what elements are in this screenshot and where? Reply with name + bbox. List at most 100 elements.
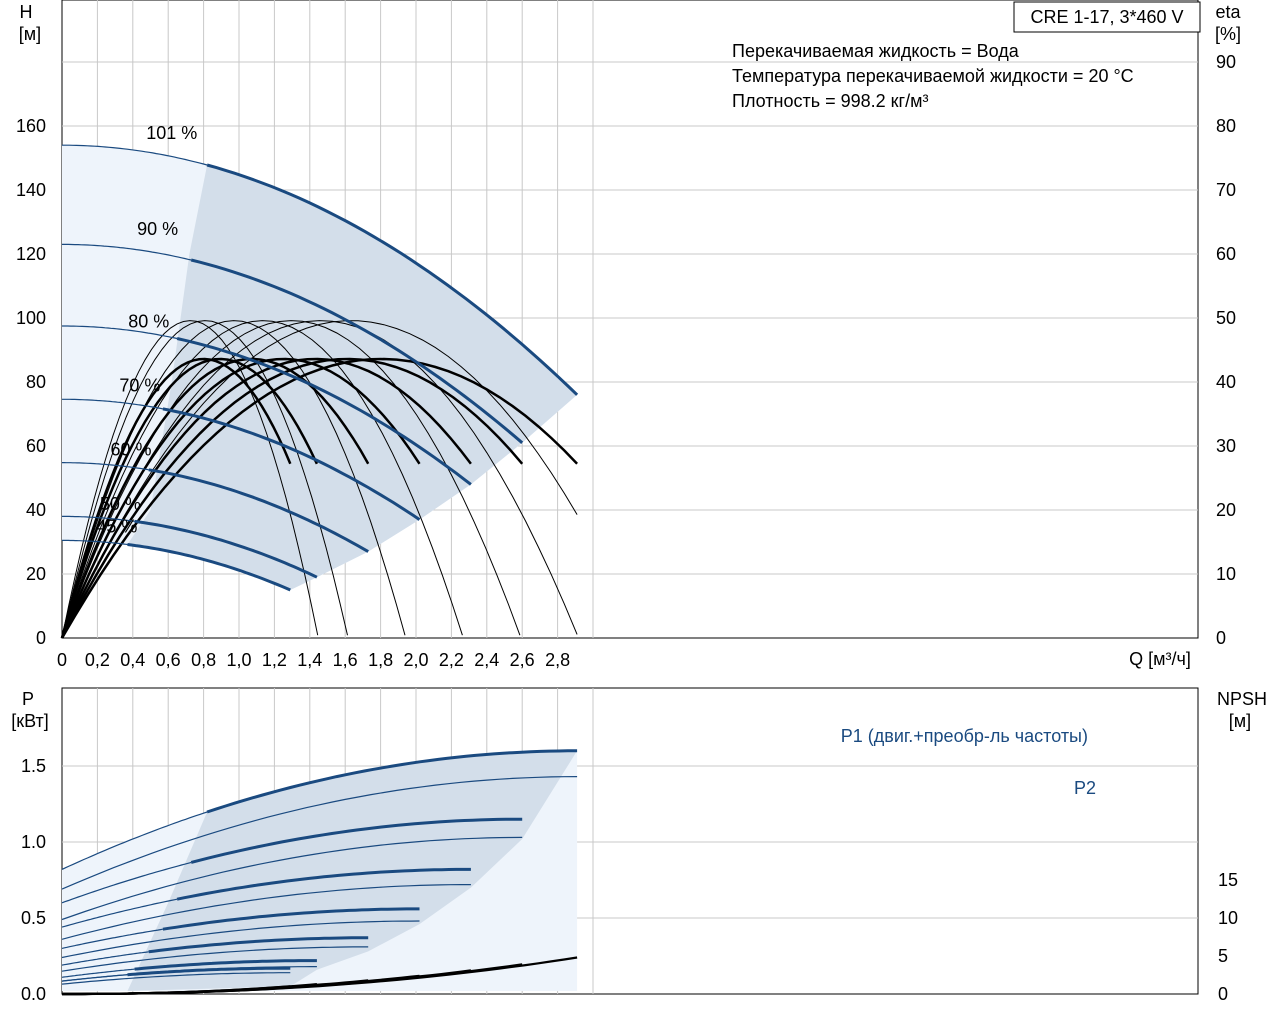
y2-axis-title-line2: [%] xyxy=(1215,24,1241,44)
efficiency-curve-system xyxy=(60,357,472,639)
speed-labels: 101 % 90 % 80 % 70 % 60 % 50 %45 % xyxy=(96,123,197,537)
p1-curve xyxy=(190,817,523,864)
efficiency-curve-pump xyxy=(61,320,578,639)
power-tick-label: 0.0 xyxy=(21,984,46,1004)
p2-curve xyxy=(61,776,578,890)
head-curve xyxy=(127,543,291,592)
info-liquid: Перекачиваемая жидкость = Вода xyxy=(732,41,1020,61)
p2-curve xyxy=(61,920,420,959)
head-curve xyxy=(162,407,421,521)
y2-tick-label: 50 xyxy=(1216,308,1236,328)
p1-curve-low-flow xyxy=(61,811,208,870)
npsh-axis-title-line1: NPSH xyxy=(1217,689,1267,709)
efficiency-curve-system xyxy=(60,357,370,639)
speed-label: 80 % xyxy=(128,312,169,332)
head-curve xyxy=(190,258,524,444)
efficiency-curve-system xyxy=(60,357,579,639)
y2-tick-label: 10 xyxy=(1216,564,1236,584)
p1-curve xyxy=(176,867,471,901)
p1-curve-low-flow xyxy=(61,928,163,949)
x-tick-label: 1,8 xyxy=(368,650,393,670)
x-tick-label: 1,0 xyxy=(226,650,251,670)
x-tick-label: 2,0 xyxy=(403,650,428,670)
x-tick-label: 0,6 xyxy=(156,650,181,670)
p2-curve xyxy=(61,836,523,921)
speed-label: 50 % xyxy=(100,494,141,514)
speed-label: 45 % xyxy=(96,516,137,536)
p1-curve xyxy=(134,959,317,971)
efficiency-curve-pump xyxy=(61,320,348,639)
head-curve xyxy=(134,519,318,579)
p1-curve xyxy=(148,936,369,954)
efficiency-curves xyxy=(60,320,579,639)
y-axis-title-line2: [м] xyxy=(19,24,41,44)
chart-title: CRE 1-17, 3*460 V xyxy=(1030,7,1183,27)
y-tick-label: 0 xyxy=(36,628,46,648)
y-tick-label: 40 xyxy=(26,500,46,520)
info-density: Плотность = 998.2 кг/м³ xyxy=(732,91,928,111)
head-curve xyxy=(176,337,472,486)
y2-tick-label: 70 xyxy=(1216,180,1236,200)
x-tick-label: 0,2 xyxy=(85,650,110,670)
x-tick-label: 2,2 xyxy=(439,650,464,670)
y-tick-label: 60 xyxy=(26,436,46,456)
npsh-curves xyxy=(62,956,578,996)
y-tick-label: 160 xyxy=(16,116,46,136)
npsh-tick-label: 15 xyxy=(1218,870,1238,890)
x-tick-label: 2,6 xyxy=(510,650,535,670)
x-tick-label: 0,8 xyxy=(191,650,216,670)
x-tick-label: 0 xyxy=(57,650,67,670)
y2-tick-label: 80 xyxy=(1216,116,1236,136)
title-box xyxy=(1013,1,1201,33)
y2-axis-title-line1: eta xyxy=(1215,2,1241,22)
power-axis-title-line1: P xyxy=(22,689,34,709)
y-tick-label: 100 xyxy=(16,308,46,328)
npsh-tick-label: 0 xyxy=(1218,984,1228,1004)
bottom-plot-frame xyxy=(61,687,1199,995)
y-tick-label: 20 xyxy=(26,564,46,584)
head-curve xyxy=(148,468,369,553)
power-operating-area xyxy=(127,750,578,991)
power-curves xyxy=(61,749,578,985)
head-curve xyxy=(206,163,579,396)
head-curve-low-flow xyxy=(62,243,192,261)
npsh-axis-title-line2: [м] xyxy=(1229,711,1251,731)
x-tick-label: 1,6 xyxy=(333,650,358,670)
x-tick-label: 0,4 xyxy=(120,650,145,670)
efficiency-curve-pump xyxy=(61,320,463,639)
head-curves xyxy=(62,144,579,592)
head-curve-low-flow xyxy=(62,462,149,471)
npsh-tick-label: 5 xyxy=(1218,946,1228,966)
head-curve-low-flow xyxy=(62,539,128,546)
y-axis-title-line1: H xyxy=(20,2,33,22)
x-tick-label: 2,4 xyxy=(474,650,499,670)
efficiency-curve-system xyxy=(60,357,319,639)
p1-curve-low-flow xyxy=(61,974,128,982)
info-temperature: Температура перекачиваемой жидкости = 20… xyxy=(732,66,1134,86)
head-curve-low-flow xyxy=(62,325,178,340)
y-tick-label: 80 xyxy=(26,372,46,392)
npsh-tick-label: 10 xyxy=(1218,908,1238,928)
p1-curve xyxy=(162,907,420,931)
power-tick-label: 0.5 xyxy=(21,908,46,928)
p1-label: P1 (двиг.+преобр-ль частоты) xyxy=(841,726,1088,746)
efficiency-curve-pump xyxy=(61,320,319,639)
p1-curve-low-flow xyxy=(61,898,178,928)
power-tick-label: 1.5 xyxy=(21,756,46,776)
p2-label: P2 xyxy=(1074,778,1096,798)
p1-curve xyxy=(206,749,578,814)
npsh-curve xyxy=(62,985,291,996)
y2-tick-label: 20 xyxy=(1216,500,1236,520)
y2-tick-label: 30 xyxy=(1216,436,1236,456)
top-operating-range xyxy=(62,145,578,638)
y2-tick-label: 0 xyxy=(1216,628,1226,648)
p2-curve xyxy=(61,946,369,972)
y2-tick-label: 40 xyxy=(1216,372,1236,392)
head-curve-low-flow xyxy=(62,144,208,166)
speed-label: 90 % xyxy=(137,219,178,239)
speed-label: 70 % xyxy=(119,376,160,396)
x-tick-label: 2,8 xyxy=(545,650,570,670)
y-tick-label: 120 xyxy=(16,244,46,264)
bottom-operating-range xyxy=(62,750,578,991)
efficiency-curve-system xyxy=(60,357,292,639)
